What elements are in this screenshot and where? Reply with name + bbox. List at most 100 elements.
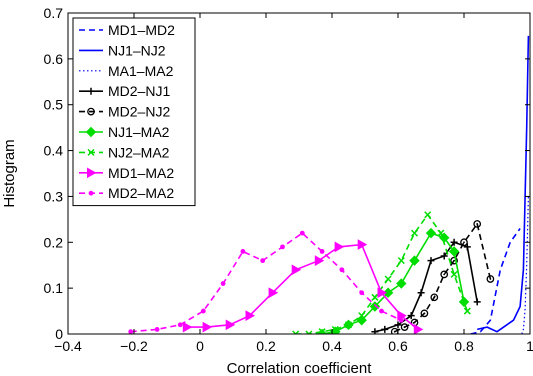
data-point [314, 255, 325, 266]
data-point [448, 246, 460, 257]
y-tick-label: 0 [55, 326, 63, 342]
series-3 [371, 238, 481, 334]
legend-label: NJ2–MA2 [108, 144, 170, 160]
data-point [379, 308, 384, 314]
data-point [463, 307, 471, 315]
data-point [473, 298, 481, 306]
data-point [394, 321, 402, 329]
data-point [417, 289, 425, 297]
x-tick-label: 0.8 [454, 338, 474, 354]
data-point [450, 270, 458, 278]
data-point [473, 220, 482, 228]
data-point [220, 281, 226, 286]
x-tick-label: 1 [526, 338, 533, 354]
data-point [413, 324, 424, 334]
data-point [440, 270, 449, 279]
data-point [440, 252, 448, 260]
data-point [460, 238, 468, 247]
data-point [319, 249, 325, 254]
data-point [177, 322, 183, 328]
data-point [397, 257, 405, 265]
series-7 [182, 239, 424, 334]
data-point [344, 321, 353, 329]
y-tick-label: 0.3 [44, 188, 64, 204]
legend-label: MD1–MD2 [108, 22, 175, 38]
data-point [154, 327, 160, 332]
y-tick-label: 0.1 [44, 280, 64, 296]
legend-label: MD2–NJ2 [108, 104, 170, 120]
data-point-center [463, 241, 465, 244]
legend-item: NJ2–MA2 [79, 144, 170, 160]
y-tick-label: 0.5 [44, 97, 64, 113]
data-point [359, 290, 365, 296]
data-point [200, 308, 206, 314]
legend-label: NJ1–MA2 [108, 124, 170, 140]
data-point [339, 267, 345, 273]
data-point [382, 287, 394, 298]
data-point [331, 325, 339, 333]
data-point [377, 287, 388, 299]
series-8 [128, 230, 404, 334]
series-line [470, 228, 521, 334]
legend: MD1–MD2 NJ1–NJ2 MA1–MA2 MD2–NJ1 MD2–NJ2 NJ1–M… [72, 17, 196, 207]
data-point [245, 310, 256, 322]
data-point [458, 296, 470, 308]
data-point [420, 309, 429, 318]
data-point [409, 255, 420, 266]
data-point [260, 258, 266, 264]
legend-marker [87, 107, 95, 116]
data-point [410, 229, 419, 237]
data-point [202, 321, 213, 333]
legend-item: NJ1–NJ2 [79, 42, 166, 58]
plot-frame [67, 12, 531, 335]
series-6 [292, 211, 471, 334]
data-point [357, 239, 368, 250]
data-point-center [443, 273, 446, 276]
data-point [371, 328, 379, 334]
x-axis-label: Correlation coefficient [227, 360, 373, 376]
legend-marker-center [90, 110, 92, 113]
data-point [398, 317, 404, 323]
series-line [477, 35, 530, 333]
legend-item: MD2–NJ1 [79, 83, 170, 99]
y-tick-label: 0.6 [44, 51, 64, 67]
legend-item: MD2–NJ2 [79, 104, 170, 120]
x-tick-label: 0.6 [388, 338, 408, 354]
data-point [384, 275, 392, 283]
x-tick-label: 0.2 [256, 338, 276, 354]
data-point [358, 312, 366, 320]
y-axis-label: Histogram [1, 139, 18, 207]
x-tick-label: 0.4 [322, 338, 342, 354]
x-tick-label: −0.4 [54, 338, 82, 354]
data-point [240, 249, 246, 254]
data-point [424, 211, 432, 219]
data-point [486, 275, 495, 283]
data-point [369, 301, 381, 312]
legend-marker [87, 148, 95, 156]
data-point-center [453, 259, 455, 262]
data-point [430, 293, 439, 302]
data-point [381, 325, 389, 333]
data-point [334, 241, 345, 253]
data-point [427, 257, 435, 265]
data-point [128, 329, 134, 334]
data-point [292, 330, 300, 334]
legend-item: NJ1–MA2 [79, 124, 170, 140]
legend-marker [87, 87, 95, 95]
data-point [407, 312, 415, 320]
x-tick-label: −0.2 [120, 338, 148, 354]
y-tick-label: 0.4 [44, 143, 64, 159]
data-point [299, 230, 305, 236]
legend-label: NJ1–NJ2 [108, 42, 166, 58]
x-tick-label: 0 [196, 338, 204, 354]
data-point [291, 264, 302, 276]
data-point [305, 330, 313, 334]
data-point [396, 278, 407, 289]
legend-marker [88, 190, 94, 196]
legend-label: MD2–NJ1 [108, 83, 170, 99]
legend-label: MD1–MA2 [108, 165, 174, 181]
y-tick-label: 0.2 [44, 234, 64, 250]
data-point-center [413, 321, 416, 324]
data-point-center [423, 312, 426, 315]
